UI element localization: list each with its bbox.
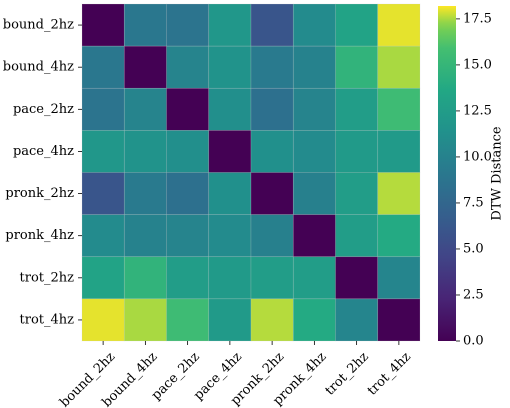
y-tick-label: bound_4hz (3, 60, 74, 75)
x-tick-label: trot_2hz (323, 349, 372, 398)
heatmap-cell (123, 45, 167, 89)
y-tick-label: trot_2hz (20, 270, 75, 285)
heatmap-cell (335, 298, 379, 342)
heatmap-cell (377, 130, 421, 173)
heatmap-cell (335, 256, 379, 300)
colorbar-tick-label: 2.5 (463, 287, 484, 302)
heatmap-cell (166, 214, 210, 258)
colorbar-tick-label: 12.5 (463, 103, 492, 118)
y-tick-label: pronk_2hz (5, 186, 74, 201)
heatmap-cell (166, 172, 210, 215)
heatmap-cell (208, 298, 252, 342)
heatmap-cell (81, 214, 125, 258)
heatmap-cell (81, 172, 125, 215)
colorbar-tick-label: 15.0 (463, 57, 492, 72)
heatmap-cell (335, 172, 379, 215)
heatmap-cell (250, 298, 294, 342)
heatmap-cell (166, 298, 210, 342)
heatmap-cell (377, 87, 421, 131)
heatmap-cell (123, 172, 167, 215)
heatmap-cell (250, 130, 294, 173)
heatmap-cell (335, 3, 379, 47)
heatmap-cell (123, 130, 167, 173)
heatmap-cell (292, 214, 336, 258)
heatmap-cell (208, 214, 252, 258)
heatmap-cell (335, 87, 379, 131)
heatmap-cell (81, 87, 125, 131)
heatmap-cell (377, 256, 421, 300)
heatmap-cell (166, 3, 210, 47)
heatmap-cell (81, 45, 125, 89)
y-tick-label: pace_4hz (13, 144, 74, 159)
heatmap-cell (335, 45, 379, 89)
heatmap-cell (250, 3, 294, 47)
heatmap-cell (208, 172, 252, 215)
heatmap-cell (377, 3, 421, 47)
heatmap-cell (377, 172, 421, 215)
heatmap-cell (250, 256, 294, 300)
y-tick-label: bound_2hz (3, 18, 74, 33)
heatmap-cell (81, 130, 125, 173)
y-tick-label: pace_2hz (13, 102, 74, 117)
heatmap-cell (166, 87, 210, 131)
heatmap-cell (123, 214, 167, 258)
y-tick-label: pronk_4hz (5, 228, 74, 243)
heatmap-cell (250, 87, 294, 131)
heatmap-cell (335, 214, 379, 258)
colorbar-gradient (438, 6, 456, 341)
heatmap-cell (377, 45, 421, 89)
heatmap-cell (250, 45, 294, 89)
heatmap-cell (292, 298, 336, 342)
heatmap-cell (123, 87, 167, 131)
heatmap-cell (208, 130, 252, 173)
colorbar-tick-label: 17.5 (463, 11, 492, 26)
y-tick-label: trot_4hz (20, 312, 75, 327)
colorbar-tick-label: 5.0 (463, 241, 484, 256)
colorbar-tick-label: 10.0 (463, 149, 492, 164)
heatmap-cell (208, 256, 252, 300)
heatmap-cell (208, 45, 252, 89)
heatmap-cell (335, 130, 379, 173)
heatmap-cell (123, 298, 167, 342)
heatmap-cell (292, 3, 336, 47)
heatmap-cell (377, 298, 421, 342)
heatmap-cell (208, 3, 252, 47)
heatmap-cell (81, 298, 125, 342)
heatmap-cell (166, 45, 210, 89)
heatmap-cells (81, 3, 421, 342)
colorbar-tick-label: 7.5 (463, 195, 484, 210)
heatmap-cell (123, 256, 167, 300)
colorbar-label: DTW Distance (490, 126, 505, 220)
heatmap-cell (166, 256, 210, 300)
colorbar: 0.0 2.5 5.0 7.5 10.0 12.5 15.0 17.5 DTW Distance (438, 6, 505, 349)
x-tick-labels: bound_2hzbound_4hzpace_2hzpace_4hzpronk_… (57, 341, 414, 408)
heatmap-cell (166, 130, 210, 173)
heatmap-cell (292, 256, 336, 300)
heatmap-cell (123, 3, 167, 47)
heatmap-cell (81, 3, 125, 47)
heatmap-cell (250, 172, 294, 215)
heatmap-cell (250, 214, 294, 258)
heatmap-cell (292, 130, 336, 173)
heatmap-cell (292, 45, 336, 89)
heatmap-cell (208, 87, 252, 131)
colorbar-tick-label: 0.0 (463, 334, 484, 349)
heatmap-cell (81, 256, 125, 300)
heatmap-cell (377, 214, 421, 258)
x-tick-label: trot_4hz (365, 349, 414, 398)
heatmap-cell (292, 87, 336, 131)
y-tick-labels: bound_2hz bound_4hz pace_2hz pace_4hz pronk_… (3, 18, 82, 327)
heatmap-cell (292, 172, 336, 215)
